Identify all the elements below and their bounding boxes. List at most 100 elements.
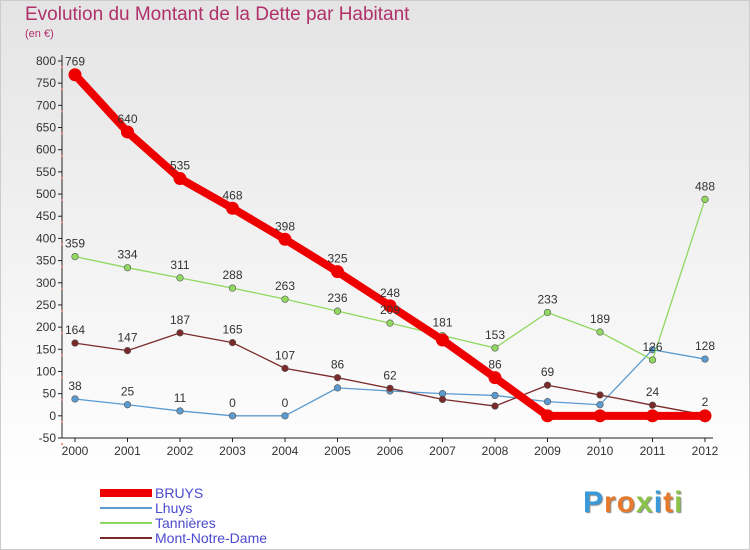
- data-label: 164: [65, 323, 85, 337]
- data-label: 2: [702, 395, 709, 409]
- x-tick-label: 2012: [692, 444, 719, 458]
- series-line-lhuys: [74, 349, 706, 417]
- y-tick-label: 200: [36, 320, 56, 334]
- legend-label: Mont-Notre-Dame: [155, 530, 267, 546]
- data-label: 165: [222, 323, 242, 337]
- data-point: [71, 395, 79, 403]
- data-label: 334: [117, 248, 137, 262]
- x-tick-label: 2010: [587, 444, 614, 458]
- data-point: [436, 333, 449, 347]
- data-point: [226, 201, 239, 215]
- data-label: 126: [642, 340, 662, 354]
- data-label: 468: [222, 188, 242, 202]
- data-point: [698, 409, 712, 423]
- data-point: [176, 407, 184, 415]
- data-point: [543, 381, 552, 389]
- y-tick-label: 0: [49, 409, 56, 423]
- data-point: [596, 391, 604, 399]
- data-label: 236: [327, 291, 347, 305]
- data-point: [173, 172, 187, 186]
- data-point: [71, 252, 79, 261]
- x-tick-label: 2002: [167, 444, 194, 458]
- data-point: [281, 364, 289, 372]
- data-label: 325: [327, 252, 347, 266]
- data-point: [228, 412, 237, 420]
- y-tick-label: 550: [36, 165, 56, 179]
- data-label: 311: [170, 258, 189, 272]
- proxiti-logo: Proxiti: [583, 486, 684, 519]
- data-label: 11: [174, 391, 187, 405]
- data-label: 181: [432, 316, 452, 330]
- y-tick-label: 300: [36, 276, 56, 290]
- data-label: 263: [275, 279, 295, 293]
- x-tick-label: 2000: [62, 444, 89, 458]
- y-tick-label: 700: [36, 98, 56, 112]
- data-point: [123, 264, 132, 272]
- data-point: [68, 68, 82, 82]
- data-label: 535: [170, 159, 190, 173]
- x-tick-label: 2005: [324, 444, 351, 458]
- data-point: [176, 329, 184, 337]
- legend-label: Lhuys: [155, 500, 192, 516]
- data-point: [701, 355, 709, 363]
- y-tick-label: 150: [36, 342, 56, 356]
- data-label: 0: [282, 396, 289, 410]
- data-point: [281, 295, 289, 303]
- chart-unit: (en €): [25, 28, 54, 40]
- data-point: [491, 402, 499, 410]
- legend-label: BRUYS: [155, 485, 203, 501]
- data-point: [278, 232, 292, 246]
- data-label: 147: [117, 331, 137, 345]
- y-tick-label: 350: [36, 254, 56, 268]
- chart-title: Evolution du Montant de la Dette par Hab…: [25, 4, 410, 25]
- data-point: [491, 344, 499, 352]
- data-point: [228, 284, 237, 292]
- x-tick-label: 2011: [640, 444, 666, 458]
- data-point: [383, 299, 397, 313]
- data-label: 62: [383, 368, 397, 382]
- data-label: 86: [331, 358, 345, 372]
- data-point: [543, 308, 552, 317]
- data-point: [333, 374, 342, 382]
- data-point: [386, 384, 394, 392]
- data-point: [491, 391, 499, 400]
- data-point: [488, 371, 502, 385]
- y-tick-label: 500: [36, 187, 56, 201]
- data-point: [543, 398, 552, 406]
- data-label: 288: [222, 268, 242, 282]
- data-label: 640: [117, 112, 137, 126]
- data-point: [121, 125, 134, 139]
- data-label: 769: [65, 55, 85, 69]
- data-point: [646, 409, 659, 423]
- data-point: [648, 356, 657, 364]
- x-tick-label: 2003: [219, 444, 246, 458]
- data-label: 24: [646, 385, 660, 399]
- y-tick-label: 50: [43, 387, 57, 401]
- data-point: [281, 412, 289, 420]
- x-tick-label: 2009: [534, 444, 561, 458]
- data-point: [648, 401, 657, 409]
- data-label: 0: [229, 396, 236, 410]
- x-tick-label: 2001: [114, 444, 141, 458]
- series-line-bruys: [72, 72, 705, 420]
- data-point: [123, 401, 132, 409]
- data-point: [596, 401, 604, 409]
- data-label: 248: [380, 286, 400, 300]
- data-label: 187: [170, 313, 190, 327]
- y-tick-label: 450: [36, 209, 56, 223]
- x-tick-label: 2004: [272, 444, 299, 458]
- y-tick-label: 750: [36, 76, 56, 90]
- data-label: 233: [537, 292, 557, 306]
- data-point: [541, 409, 554, 423]
- data-label: 25: [121, 385, 135, 399]
- y-tick-label: 600: [36, 143, 56, 157]
- data-point: [71, 339, 79, 347]
- y-tick-label: 800: [36, 54, 56, 68]
- data-point: [333, 384, 342, 392]
- y-tick-label: 100: [36, 364, 56, 378]
- y-tick-label: 250: [36, 298, 56, 312]
- data-label: 107: [275, 348, 295, 362]
- data-label: 69: [541, 365, 555, 379]
